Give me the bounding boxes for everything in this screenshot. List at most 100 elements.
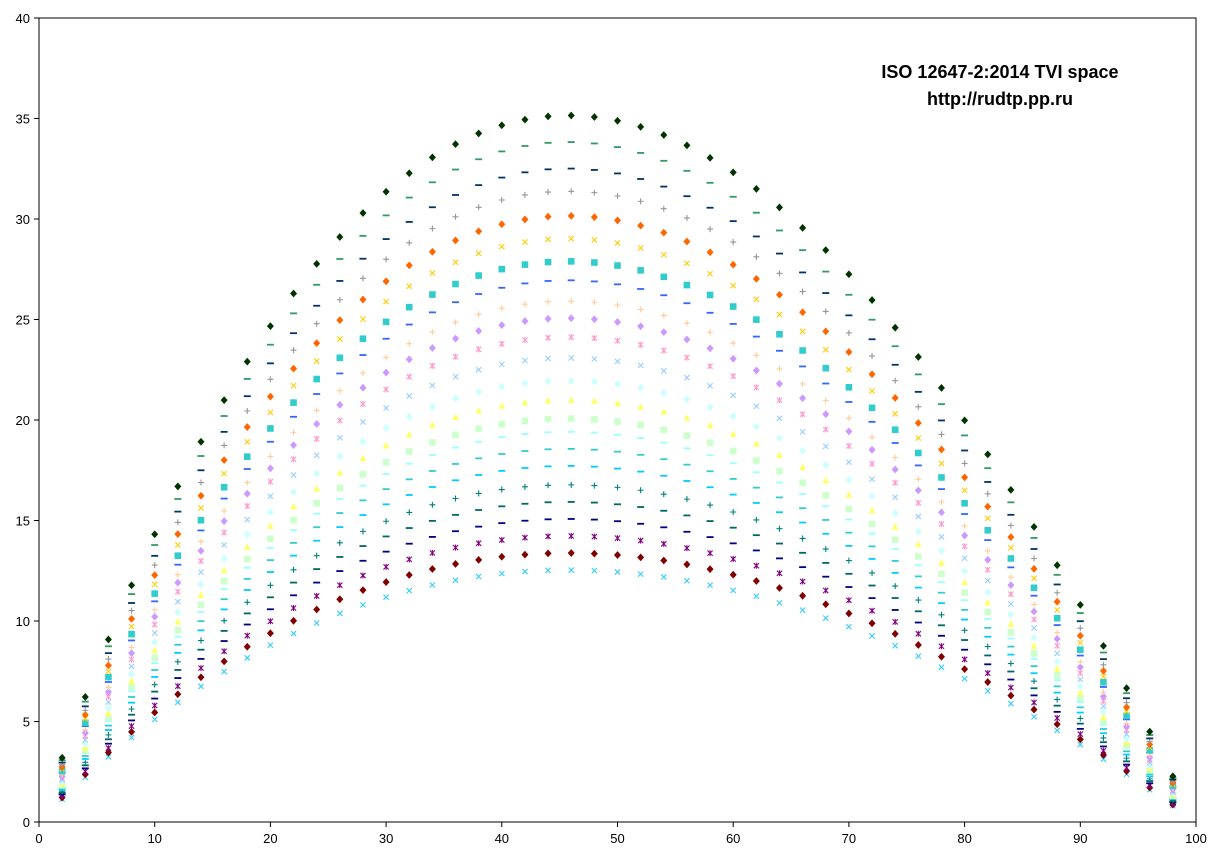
- data-point: [313, 469, 321, 478]
- data-point: [81, 728, 89, 737]
- data-point: [1031, 699, 1038, 706]
- data-point: [151, 716, 158, 723]
- data-point: [799, 308, 807, 317]
- data-point: [475, 387, 483, 396]
- data-point: [591, 567, 598, 574]
- data-point: [915, 513, 922, 520]
- data-point: [1100, 718, 1107, 725]
- data-point: [244, 438, 251, 445]
- data-point: [822, 327, 830, 336]
- series-22: [58, 141, 1177, 779]
- data-point: [290, 382, 297, 389]
- data-point: [822, 476, 830, 484]
- data-point: [869, 476, 876, 483]
- data-point: [892, 494, 899, 501]
- data-point: [266, 508, 274, 517]
- data-point: [799, 446, 807, 455]
- data-point: [267, 453, 274, 460]
- data-point: [336, 354, 344, 362]
- data-point: [1053, 614, 1061, 622]
- data-point: [498, 265, 506, 273]
- data-point: [730, 509, 737, 516]
- data-point: [359, 295, 367, 304]
- data-point: [937, 445, 945, 454]
- data-point: [128, 706, 135, 713]
- data-point: [961, 578, 968, 586]
- data-point: [730, 239, 737, 246]
- data-point: [244, 599, 251, 606]
- data-point: [776, 599, 783, 606]
- data-point: [267, 493, 274, 500]
- data-point: [405, 412, 413, 421]
- data-point: [1100, 661, 1107, 668]
- data-point: [221, 617, 228, 624]
- data-point: [937, 383, 945, 392]
- data-point: [244, 516, 251, 523]
- x-tick-label: 50: [610, 831, 624, 846]
- data-point: [729, 260, 737, 269]
- data-point: [452, 577, 459, 584]
- data-point: [359, 528, 366, 535]
- x-tick-label: 100: [1185, 831, 1207, 846]
- data-point: [1076, 682, 1084, 691]
- y-tick-label: 15: [16, 514, 30, 529]
- data-point: [1030, 584, 1038, 592]
- data-point: [452, 334, 460, 343]
- data-point: [706, 153, 714, 162]
- data-point: [775, 434, 783, 443]
- data-point: [591, 416, 598, 423]
- data-point: [1146, 740, 1154, 749]
- data-point: [891, 323, 899, 332]
- data-point: [984, 555, 992, 564]
- data-point: [128, 581, 136, 590]
- data-point: [591, 335, 598, 342]
- data-point: [753, 440, 760, 447]
- data-point: [1030, 650, 1038, 657]
- data-point: [1031, 555, 1038, 562]
- chart-subtitle: http://rudtp.pp.ru: [927, 89, 1073, 109]
- data-point: [1077, 731, 1084, 738]
- data-point: [197, 637, 204, 644]
- data-point: [637, 198, 644, 205]
- data-point: [637, 341, 644, 348]
- data-point: [220, 554, 228, 563]
- data-point: [683, 496, 690, 503]
- data-point: [452, 394, 460, 403]
- data-point: [128, 607, 135, 614]
- data-point: [197, 665, 204, 672]
- data-point: [521, 417, 529, 425]
- data-point: [151, 681, 158, 688]
- data-point: [197, 683, 204, 690]
- data-point: [984, 588, 992, 597]
- data-point: [799, 394, 807, 403]
- data-point: [82, 707, 89, 714]
- data-point: [151, 606, 158, 613]
- data-point: [544, 258, 552, 266]
- data-point: [845, 415, 852, 422]
- data-point: [961, 665, 969, 673]
- data-point: [914, 527, 922, 536]
- data-point: [1007, 522, 1014, 529]
- data-point: [776, 415, 783, 422]
- data-point: [706, 403, 714, 412]
- data-point: [984, 490, 991, 497]
- data-point: [359, 470, 367, 478]
- data-point: [498, 361, 505, 368]
- data-point: [568, 481, 575, 488]
- data-point: [290, 441, 298, 450]
- data-point: [567, 314, 575, 323]
- data-point: [359, 601, 366, 608]
- data-point: [637, 244, 644, 251]
- data-point: [128, 670, 136, 678]
- data-point: [868, 619, 876, 628]
- data-point: [868, 492, 876, 500]
- data-point: [1099, 642, 1107, 650]
- data-point: [313, 499, 320, 507]
- data-point: [706, 248, 714, 257]
- data-point: [244, 632, 251, 639]
- data-point: [729, 447, 737, 455]
- data-point: [405, 571, 413, 579]
- data-point: [521, 534, 528, 541]
- data-point: [290, 429, 297, 436]
- data-point: [1077, 676, 1084, 683]
